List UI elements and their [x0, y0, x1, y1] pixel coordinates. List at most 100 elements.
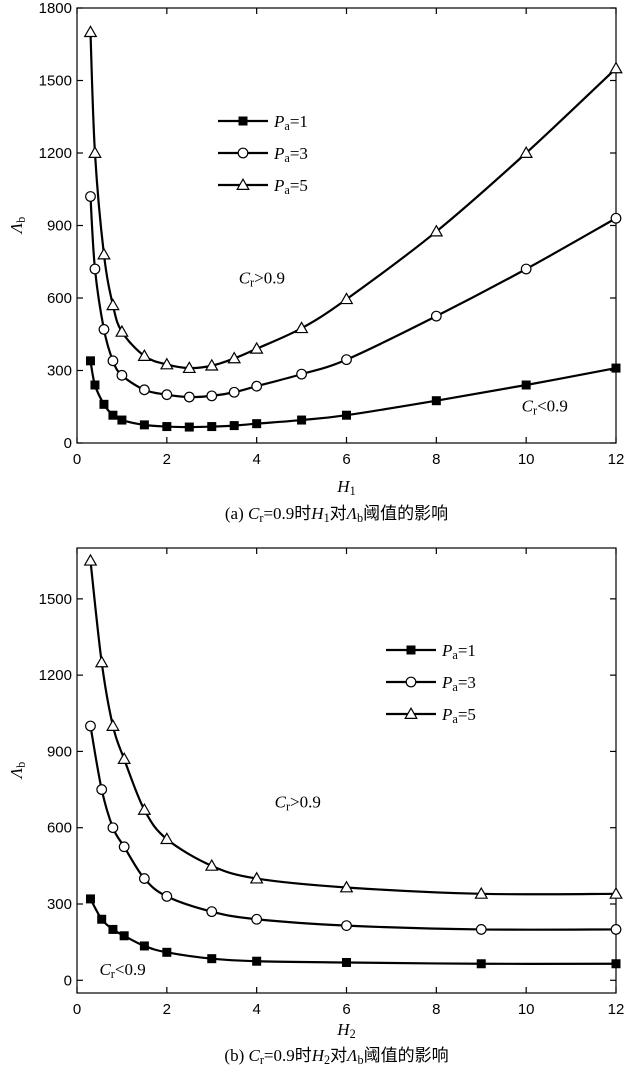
data-point — [138, 384, 150, 396]
x-tick-label: 2 — [163, 451, 171, 468]
series-square-filled — [85, 356, 621, 432]
y-tick-label: 0 — [64, 435, 72, 452]
data-point — [99, 399, 109, 409]
legend-entry: Pa=1 — [386, 641, 476, 662]
data-point — [139, 420, 149, 430]
x-tick-label: 10 — [518, 451, 535, 468]
y-tick-label: 1500 — [39, 73, 72, 90]
data-point — [138, 873, 150, 884]
series-line — [89, 32, 617, 370]
data-point — [204, 858, 219, 871]
region-annotation: Cr<0.9 — [522, 397, 568, 418]
data-point — [520, 263, 532, 275]
legend-marker — [404, 706, 418, 719]
x-tick-label: 10 — [518, 1001, 535, 1018]
series-triangle-open — [83, 553, 623, 899]
data-point — [116, 369, 128, 381]
data-point — [429, 224, 444, 237]
data-point — [341, 354, 352, 366]
data-point — [229, 421, 239, 431]
data-point — [610, 212, 622, 224]
data-point — [227, 351, 242, 364]
data-point — [296, 368, 307, 380]
data-point — [108, 924, 118, 934]
y-tick-label: 900 — [47, 743, 72, 760]
data-point — [609, 61, 623, 74]
y-axis-label: Λb — [7, 762, 28, 780]
data-point — [115, 324, 129, 337]
legend-marker — [405, 676, 417, 688]
y-tick-label: 600 — [47, 820, 72, 837]
data-point — [207, 954, 217, 964]
data-point — [137, 348, 152, 361]
x-tick-label: 8 — [432, 1001, 440, 1018]
data-point — [106, 718, 120, 731]
data-point — [251, 913, 263, 925]
data-point — [521, 380, 531, 390]
y-tick-label: 900 — [47, 218, 72, 235]
legend-entry: Pa=3 — [218, 144, 308, 165]
data-point — [107, 355, 119, 367]
x-axis-label: H1 — [336, 477, 355, 498]
y-tick-label: 300 — [47, 363, 72, 380]
legend-entry: Pa=3 — [386, 673, 476, 694]
chart-panel-a: 0 2 4 6 8 10 12 0 300 600 900 1200 1500 1800 H1 Λb Pa=1 P… — [7, 0, 624, 525]
x-tick-label: 12 — [608, 1001, 625, 1018]
data-point — [161, 890, 173, 902]
data-point — [207, 422, 217, 432]
legend-label: Pa=3 — [441, 673, 476, 694]
data-point — [228, 386, 240, 398]
data-point — [252, 956, 262, 966]
data-point — [161, 389, 173, 401]
data-point — [162, 422, 172, 432]
legend-label: Pa=1 — [273, 112, 308, 133]
data-point — [96, 784, 108, 795]
data-point — [97, 914, 107, 924]
data-point — [85, 356, 95, 366]
y-tick-label: 600 — [47, 290, 72, 307]
data-point — [118, 841, 130, 853]
data-point — [107, 822, 119, 834]
figure-caption: (b) Cr=0.9时H2对Λb阈值的影响 — [224, 1046, 448, 1067]
y-tick-label: 1200 — [39, 667, 72, 684]
series-triangle-open — [83, 25, 623, 374]
legend-marker — [237, 147, 249, 159]
series-circle-open — [85, 720, 622, 935]
data-point — [341, 920, 352, 932]
y-tick-label: 0 — [64, 972, 72, 989]
legend-entry: Pa=1 — [218, 112, 308, 133]
data-point — [474, 886, 489, 899]
data-point — [106, 298, 120, 311]
data-point — [342, 410, 351, 420]
legend-label: Pa=5 — [273, 176, 308, 197]
data-point — [85, 191, 96, 202]
y-tick-label: 1800 — [39, 0, 72, 17]
data-point — [162, 947, 172, 957]
data-point — [206, 390, 218, 402]
legend-label: Pa=5 — [441, 705, 476, 726]
x-tick-label: 6 — [342, 451, 350, 468]
x-tick-label: 0 — [73, 451, 81, 468]
legend-entry: Pa=5 — [218, 176, 308, 197]
x-axis-label: H2 — [336, 1020, 355, 1041]
data-point — [98, 324, 110, 335]
data-point — [117, 415, 127, 425]
legend-marker — [236, 177, 250, 190]
data-point — [97, 247, 111, 260]
data-point — [83, 25, 98, 38]
region-annotation: Cr>0.9 — [275, 792, 321, 813]
data-point — [117, 752, 131, 765]
x-tick-label: 6 — [342, 1001, 350, 1018]
region-annotation: Cr<0.9 — [99, 960, 145, 981]
data-point — [252, 419, 262, 429]
data-point — [609, 886, 623, 899]
region-annotation: Cr>0.9 — [239, 269, 285, 290]
data-point — [206, 906, 218, 918]
y-tick-label: 1200 — [39, 145, 72, 162]
data-point — [159, 832, 174, 845]
y-axis-label: Λb — [7, 217, 28, 235]
data-point — [611, 363, 621, 373]
y-tick-label: 300 — [47, 896, 72, 913]
data-point — [251, 380, 263, 392]
